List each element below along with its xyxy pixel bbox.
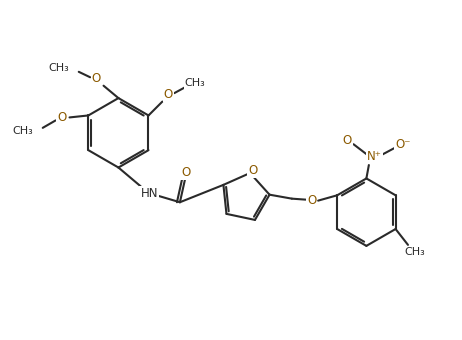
Text: CH₃: CH₃: [185, 78, 206, 88]
Text: O: O: [181, 166, 190, 179]
Text: CH₃: CH₃: [404, 247, 425, 257]
Text: O⁻: O⁻: [395, 138, 411, 151]
Text: O: O: [91, 72, 101, 85]
Text: CH₃: CH₃: [12, 126, 33, 136]
Text: O: O: [307, 194, 316, 207]
Text: O: O: [342, 134, 352, 147]
Text: O: O: [248, 164, 257, 177]
Text: O: O: [57, 112, 66, 124]
Text: CH₃: CH₃: [48, 63, 69, 73]
Text: N⁺: N⁺: [367, 150, 382, 163]
Text: HN: HN: [140, 187, 158, 200]
Text: O: O: [164, 88, 173, 101]
